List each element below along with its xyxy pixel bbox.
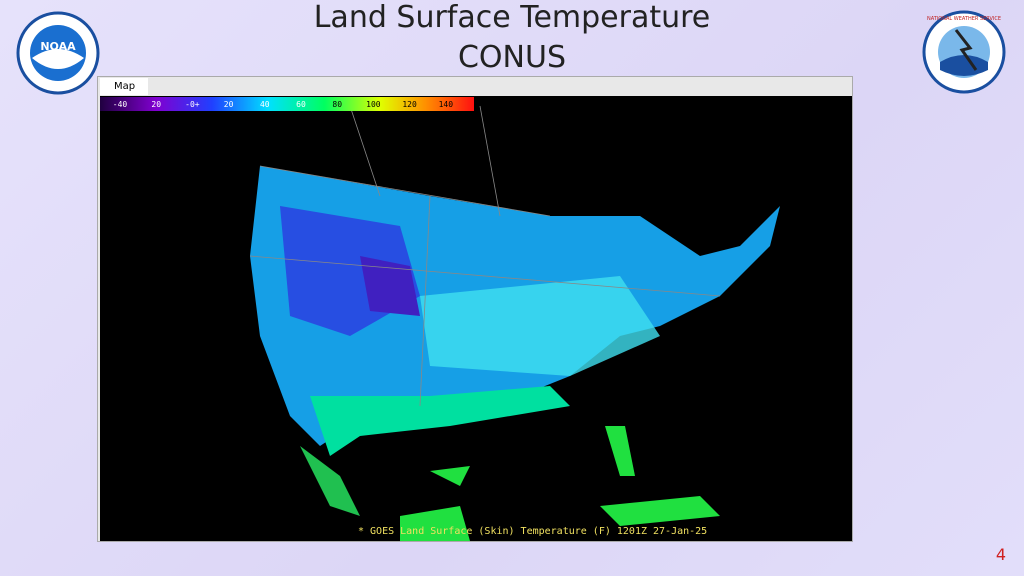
logo-text: NOAA [40,40,76,53]
temperature-field [300,446,360,516]
temperature-field [605,426,635,476]
nws-logo: NATIONAL WEATHER SERVICE [922,10,1006,94]
colorbar-label: 140 [439,100,454,109]
colorbar-label: -0+ [185,100,200,109]
title: CONUS [457,40,566,75]
colorbar-label: 80 [332,100,342,109]
colorbar-label: 100 [366,100,381,109]
tab[interactable]: Map [100,78,148,95]
map-window: Map -40 20 -0+ 20 40 60 80 100 120 140 [97,76,853,542]
colorbar-label: -40 [113,100,128,109]
map: -40 20 -0+ 20 40 60 80 100 120 140 * GOES Land Su… [100,96,852,541]
temperature-field [360,256,420,316]
colorbar-label: 40 [260,100,270,109]
colorbar-label: 120 [402,100,417,109]
page-number: 4 [995,545,1006,564]
colorbar [100,97,474,111]
colorbar-label: 60 [296,100,306,109]
boundary [249,105,721,407]
colorbar-label: 20 [151,100,161,109]
title: Land Surface Temperature [313,0,711,35]
noaa-logo: NOAA [16,11,100,95]
logo-text: NATIONAL WEATHER SERVICE [927,16,1001,22]
caption: * GOES Land Surface (Skin) Temperature (… [358,526,707,537]
temperature-field [310,386,570,456]
temperature-field [420,276,660,376]
colorbar-label: 20 [224,100,234,109]
temperature-field [400,466,720,541]
